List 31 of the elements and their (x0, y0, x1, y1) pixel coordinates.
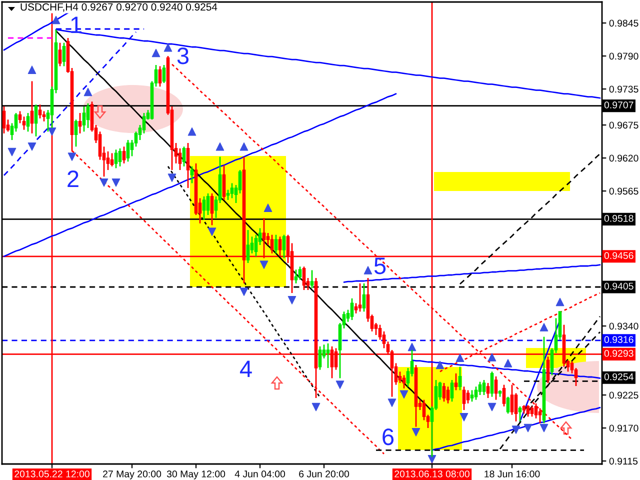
x-tick-label: 2013.06.13 08:00 (394, 470, 470, 478)
ref-line-label: 0.9293 (604, 350, 634, 357)
y-tick-label: 0.9115 (609, 458, 638, 465)
x-tick-label: 30 May 12:00 (166, 470, 226, 480)
y-tick-label: 0.9845 (609, 20, 638, 27)
x-tick-label: 4 Jun 04:00 (234, 470, 286, 478)
annotation: 1 (71, 16, 82, 33)
y-tick-label: 0.9790 (609, 52, 638, 60)
annotation: 3 (177, 48, 189, 64)
y-tick-label: 0.9620 (609, 154, 638, 162)
ref-line-label: 0.9316 (604, 336, 634, 344)
ref-line-label: 0.9518 (604, 214, 634, 222)
annotation: 2 (68, 170, 78, 187)
annotation: 5 (374, 258, 386, 274)
ref-line-label: 0.9405 (604, 282, 634, 290)
x-tick-label: 2013.05.22 12:00 (14, 470, 90, 478)
annotation: 6 (382, 428, 394, 446)
y-tick-label: 0.9170 (609, 424, 638, 432)
y-tick-label: 0.9565 (609, 188, 638, 195)
y-tick-label: 0.9675 (609, 122, 638, 129)
y-tick-label: 0.9225 (609, 392, 638, 399)
annotation: 0.9254 (604, 373, 634, 380)
x-tick-label: 6 Jun 20:00 (299, 470, 350, 478)
x-tick-label: 18 Jun 16:00 (484, 470, 540, 478)
ref-line-label: 0.9707 (604, 102, 634, 108)
chart-title: USDCHF,H4 0.9267 0.9270 0.9240 0.9254 (20, 3, 218, 12)
y-tick-label: 0.9340 (609, 322, 638, 330)
ref-line-label: 0.9456 (604, 252, 634, 260)
y-tick-label: 0.9735 (609, 86, 638, 93)
annotation: 4 (240, 360, 252, 377)
x-tick-label: 27 May 20:00 (103, 470, 162, 480)
